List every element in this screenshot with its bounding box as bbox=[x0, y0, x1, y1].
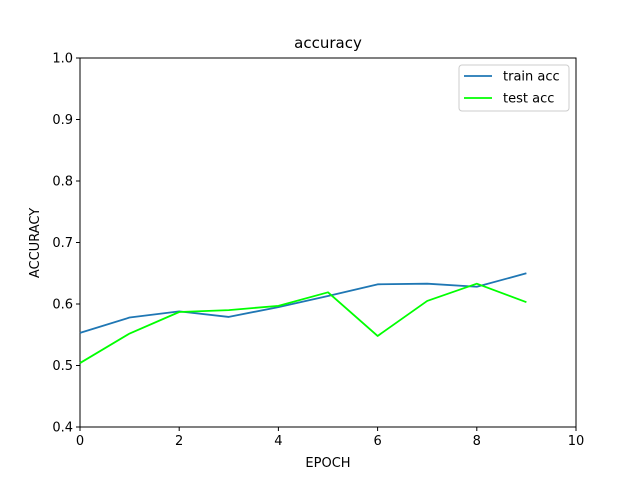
legend-label: train acc bbox=[503, 70, 560, 85]
series-lines bbox=[79, 272, 527, 364]
y-tick-label: 0.5 bbox=[52, 359, 73, 374]
y-tick-label: 0.8 bbox=[52, 175, 73, 190]
legend: train acc test acc bbox=[458, 64, 570, 112]
x-tick-label: 10 bbox=[568, 434, 585, 449]
x-axis-label: EPOCH bbox=[305, 456, 350, 471]
x-tick-label: 0 bbox=[76, 434, 84, 449]
x-tick-label: 6 bbox=[373, 434, 381, 449]
y-tick-label: 0.7 bbox=[52, 236, 73, 251]
y-tick-label: 0.6 bbox=[52, 298, 73, 313]
legend-label: test acc bbox=[503, 92, 554, 107]
y-tick-label: 0.4 bbox=[52, 421, 73, 436]
series-line-test-acc bbox=[79, 282, 527, 364]
x-axis: 0 2 4 6 8 10 bbox=[76, 427, 584, 449]
y-tick-label: 1.0 bbox=[52, 52, 73, 67]
y-axis: 0.4 0.5 0.6 0.7 0.8 0.9 1.0 bbox=[52, 52, 80, 436]
x-tick-label: 2 bbox=[175, 434, 183, 449]
y-axis-label: ACCURACY bbox=[28, 208, 43, 278]
chart-title: accuracy bbox=[294, 34, 362, 52]
series-line-train-acc bbox=[79, 272, 527, 334]
x-tick-label: 4 bbox=[274, 434, 282, 449]
plot-area: 0 2 4 6 8 10 0.4 0.5 0.6 0.7 0.8 0.9 1.0 bbox=[52, 52, 584, 450]
x-tick-label: 8 bbox=[473, 434, 481, 449]
y-tick-label: 0.9 bbox=[52, 113, 73, 128]
